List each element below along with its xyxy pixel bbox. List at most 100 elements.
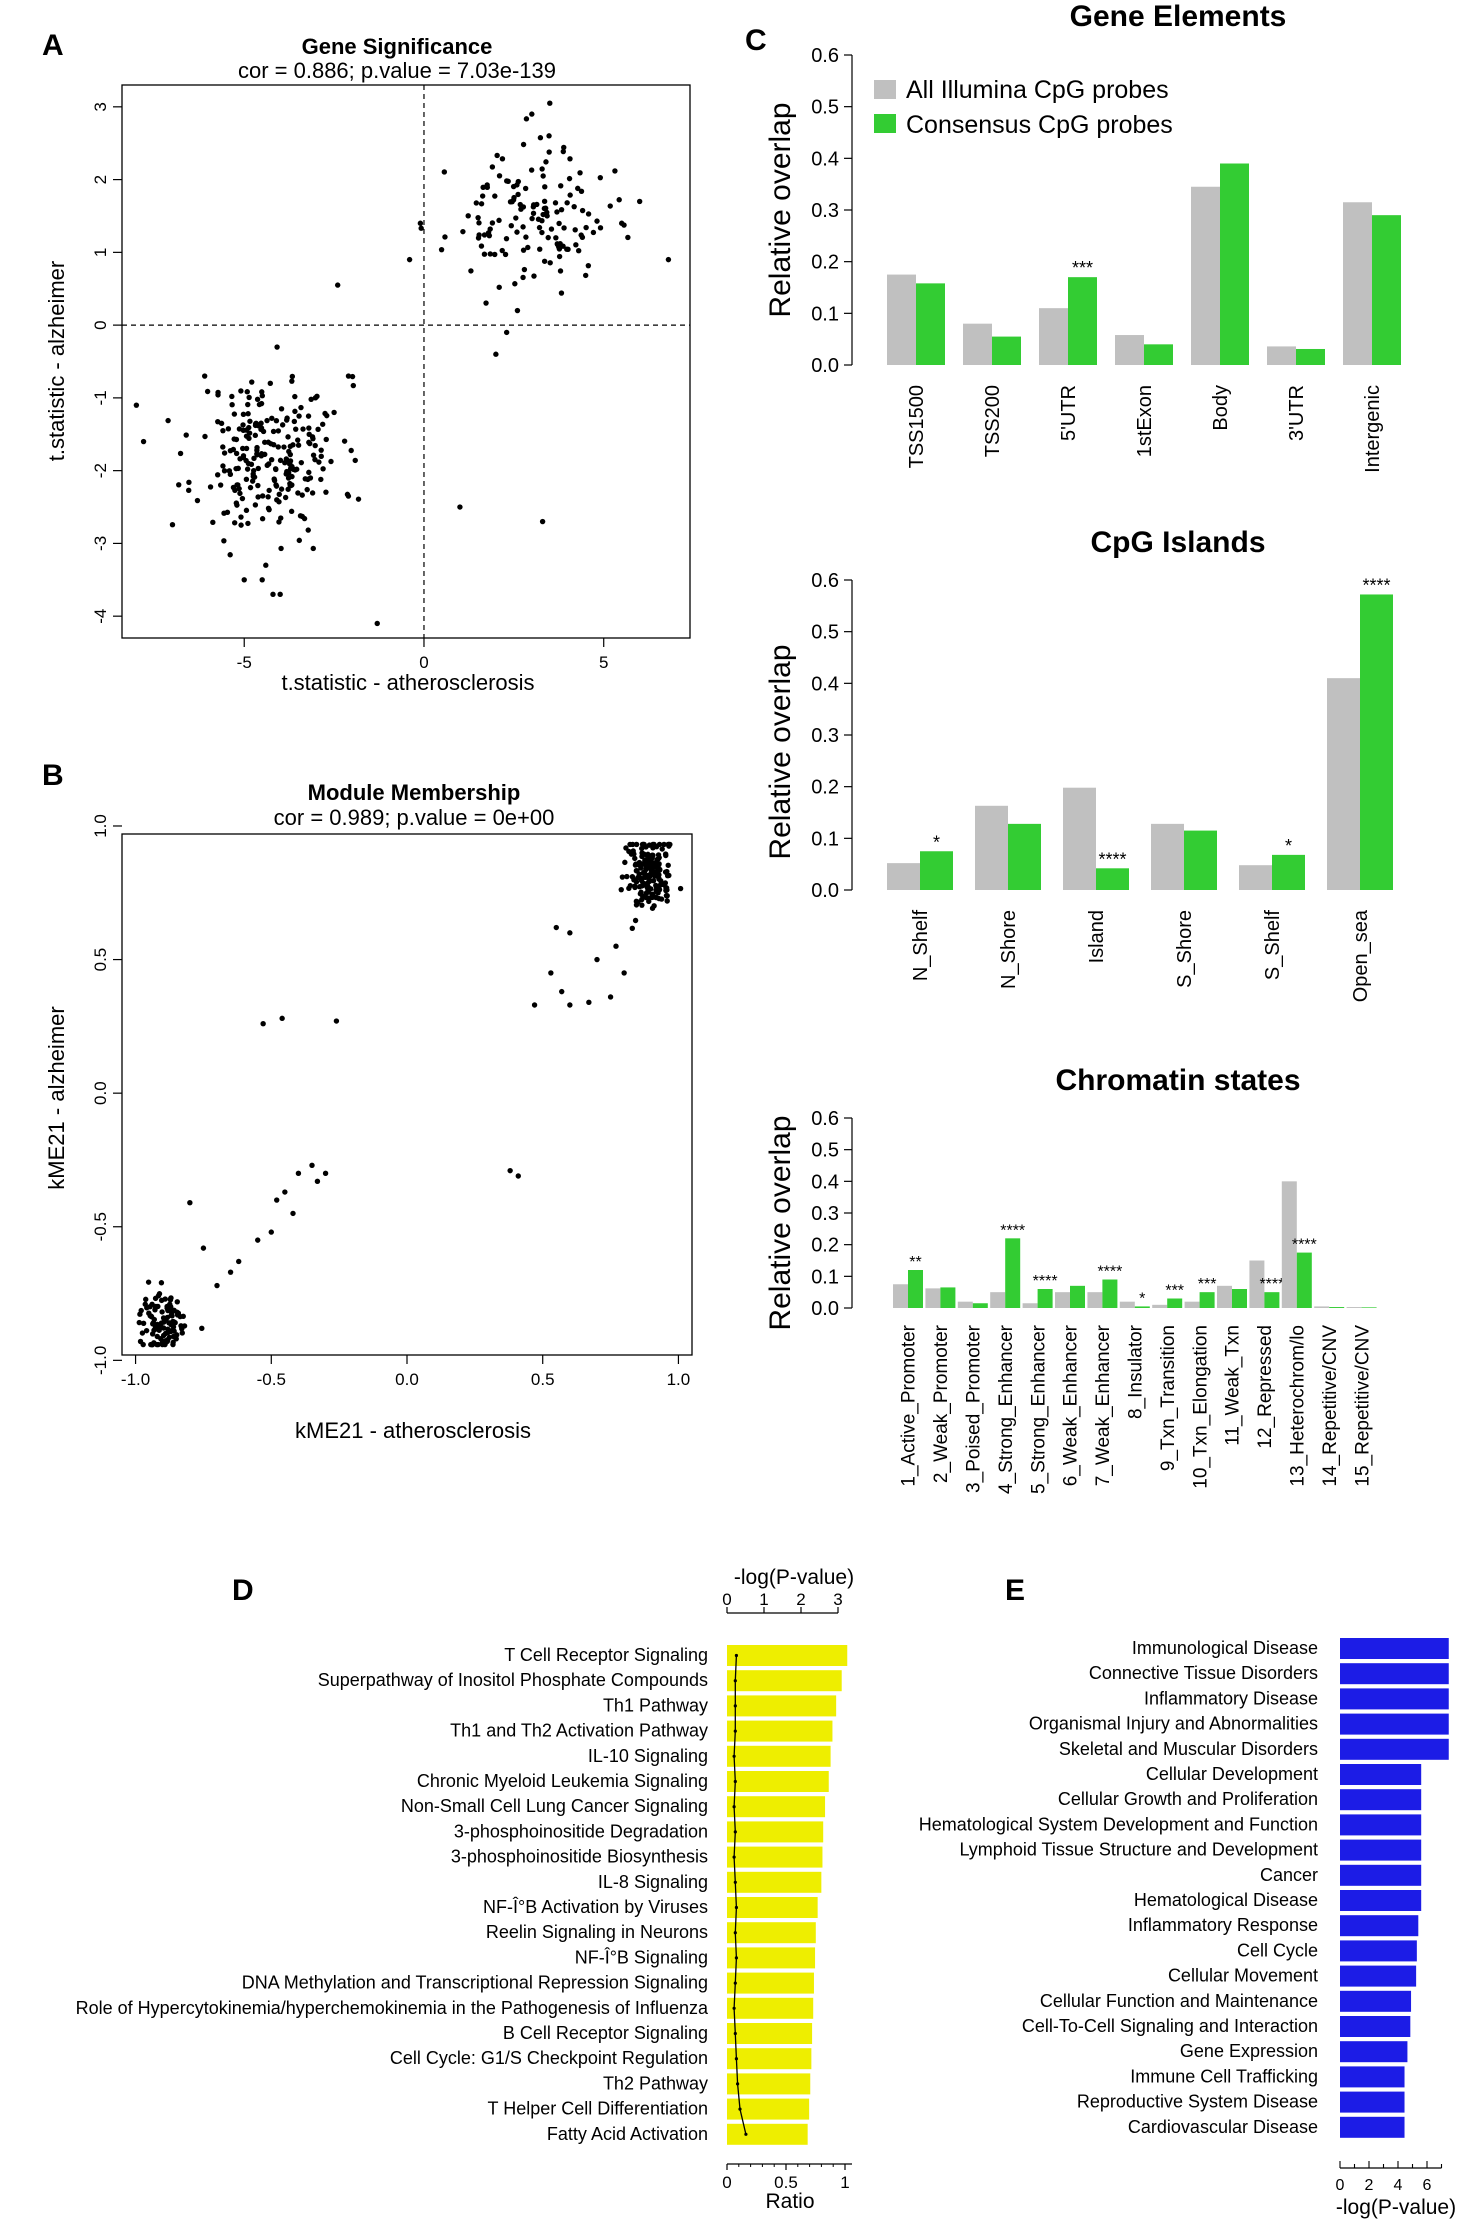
disease-label: Cell Cycle xyxy=(1237,1940,1318,1960)
scatter-point xyxy=(270,591,276,598)
scatter-point xyxy=(618,220,625,226)
scatter-point xyxy=(630,848,636,854)
scatter-point xyxy=(514,182,520,188)
scatter-point xyxy=(318,476,324,483)
y-tick-label: 0.3 xyxy=(811,1203,839,1225)
scatter-point xyxy=(531,273,537,279)
scatter-point xyxy=(258,420,264,426)
scatter-point xyxy=(536,224,543,231)
pathway-bar xyxy=(727,1972,814,1994)
scatter-point xyxy=(508,222,514,229)
bar-all-illumina xyxy=(1087,1292,1103,1308)
scatter-point xyxy=(665,862,671,868)
scatter-point xyxy=(558,290,565,296)
scatter-point xyxy=(265,505,272,512)
scatter-point xyxy=(170,1339,176,1346)
gene-elements-title: Gene Elements xyxy=(1070,0,1287,33)
scatter-point xyxy=(276,519,282,525)
scatter-point xyxy=(238,514,244,520)
scatter-point xyxy=(585,262,592,269)
scatter-point xyxy=(556,220,562,227)
scatter-point xyxy=(273,483,280,489)
disease-bar xyxy=(1340,1990,1412,2012)
scatter-point xyxy=(215,418,221,425)
disease-bar xyxy=(1340,1940,1417,1962)
scatter-point xyxy=(246,424,252,431)
x-tick-label: -1.0 xyxy=(121,1370,150,1389)
scatter-point xyxy=(345,373,352,379)
scatter-point xyxy=(241,577,247,583)
scatter-point xyxy=(512,281,518,287)
scatter-point xyxy=(163,1339,169,1345)
bar-consensus xyxy=(1264,1292,1280,1308)
y-tick-label: 0.5 xyxy=(811,1140,839,1162)
scatter-point xyxy=(318,453,324,460)
ratio-point xyxy=(733,1704,737,1708)
disease-label: Connective Tissue Disorders xyxy=(1089,1663,1318,1683)
bar-all-illumina xyxy=(1184,1301,1200,1308)
bar-all-illumina xyxy=(1119,1301,1135,1308)
scatter-point xyxy=(623,845,629,851)
scatter-point xyxy=(607,203,613,209)
scatter-point xyxy=(556,253,563,260)
scatter-point xyxy=(664,868,670,875)
scatter-point xyxy=(567,156,573,162)
ratio-point xyxy=(736,2082,740,2086)
scatter-point xyxy=(355,496,362,502)
scatter-point xyxy=(636,884,643,890)
panel-label-d: D xyxy=(232,1574,254,1607)
disease-label: Skeletal and Muscular Disorders xyxy=(1059,1739,1318,1759)
scatter-point xyxy=(468,268,474,274)
disease-label: Hematological System Development and Fun… xyxy=(919,1814,1318,1834)
pathway-label: T Cell Receptor Signaling xyxy=(504,1645,708,1665)
scatter-point xyxy=(220,444,226,450)
scatter-point xyxy=(597,174,604,181)
scatter-point xyxy=(521,266,528,273)
scatter-point xyxy=(539,217,545,224)
scatter-point xyxy=(514,307,521,314)
scatter-point xyxy=(418,225,424,231)
scatter-point xyxy=(539,229,545,236)
y-tick-label: 0.2 xyxy=(811,252,839,274)
ratio-point xyxy=(738,2107,742,2111)
scatter-point xyxy=(661,841,667,848)
scatter-point xyxy=(312,442,318,449)
x-tick-label: 6 xyxy=(1423,2177,1432,2194)
scatter-point xyxy=(627,841,633,848)
scatter-point xyxy=(262,451,268,458)
scatter-point xyxy=(507,1167,513,1174)
scatter-point xyxy=(267,380,274,386)
scatter-a-xlabel: t.statistic - atherosclerosis xyxy=(281,670,534,695)
bar-consensus xyxy=(1360,594,1393,890)
y-tick-label: 0.4 xyxy=(811,1171,839,1193)
scatter-point xyxy=(168,1295,174,1301)
category-label: 9_Txn_Transition xyxy=(1158,1325,1179,1471)
bar-all-illumina xyxy=(1217,1285,1232,1308)
bar-consensus xyxy=(1037,1289,1053,1308)
scatter-point xyxy=(575,247,582,254)
scatter-point xyxy=(245,401,251,408)
scatter-point xyxy=(625,234,631,241)
pathway-bar xyxy=(727,1897,818,1918)
scatter-point xyxy=(643,894,649,901)
scatter-point xyxy=(656,861,662,867)
scatter-point xyxy=(475,214,481,221)
bar-consensus xyxy=(908,1270,923,1308)
scatter-point xyxy=(664,892,670,899)
scatter-point xyxy=(236,426,243,432)
scatter-point xyxy=(567,930,573,936)
significance-marker: **** xyxy=(1362,575,1390,595)
category-label: Open_sea xyxy=(1350,909,1372,1002)
disease-label: Cellular Growth and Proliferation xyxy=(1058,1789,1318,1809)
scatter-point xyxy=(250,467,257,474)
scatter-point xyxy=(567,1002,573,1008)
scatter-point xyxy=(654,888,660,895)
ratio-point xyxy=(733,1679,737,1683)
scatter-point xyxy=(305,527,311,533)
x-tick-label: 0 xyxy=(419,653,428,672)
y-tick-label: 0 xyxy=(91,320,110,329)
ratio-point xyxy=(744,2132,748,2136)
scatter-a-ylabel: t.statistic - alzheimer xyxy=(44,261,69,462)
y-tick-label: -2 xyxy=(91,463,110,478)
scatter-point xyxy=(243,433,250,439)
